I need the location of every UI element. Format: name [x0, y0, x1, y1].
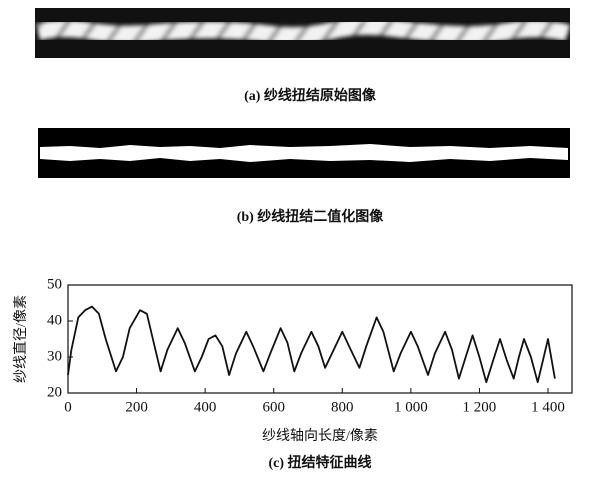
x-tick-label: 200 — [125, 399, 148, 415]
x-tick-label: 600 — [262, 399, 285, 415]
caption: (c) 扭结特征曲线 — [268, 454, 371, 471]
caption: (b) 纱线扭结二值化图像 — [237, 208, 385, 225]
x-tick-label: 400 — [194, 399, 217, 415]
x-tick-label: 800 — [331, 399, 354, 415]
y-axis-label: 纱线直径/像素 — [12, 295, 29, 383]
raw-image — [35, 8, 570, 58]
data-line — [68, 307, 555, 383]
binary-image — [38, 128, 570, 178]
caption: (a) 纱线扭结原始图像 — [244, 87, 377, 104]
x-tick-label: 0 — [64, 399, 72, 415]
y-tick-label: 50 — [47, 276, 62, 292]
y-tick-label: 30 — [47, 348, 62, 364]
x-tick-label: 1 200 — [463, 399, 497, 415]
page: {"panel_a": {"caption": "(a) 纱线扭结原始图像"},… — [0, 0, 590, 480]
y-tick-label: 40 — [47, 312, 62, 328]
y-tick-label: 20 — [47, 384, 62, 400]
x-tick-label: 1 400 — [531, 399, 565, 415]
figure: (a) 纱线扭结原始图像 (b) 纱线扭结二值化图像 纱线直径/像素 纱线轴向长… — [0, 0, 590, 480]
x-axis-label: 纱线轴向长度/像素 — [262, 428, 378, 444]
x-tick-label: 1 000 — [394, 399, 428, 415]
plot-frame — [68, 285, 572, 393]
